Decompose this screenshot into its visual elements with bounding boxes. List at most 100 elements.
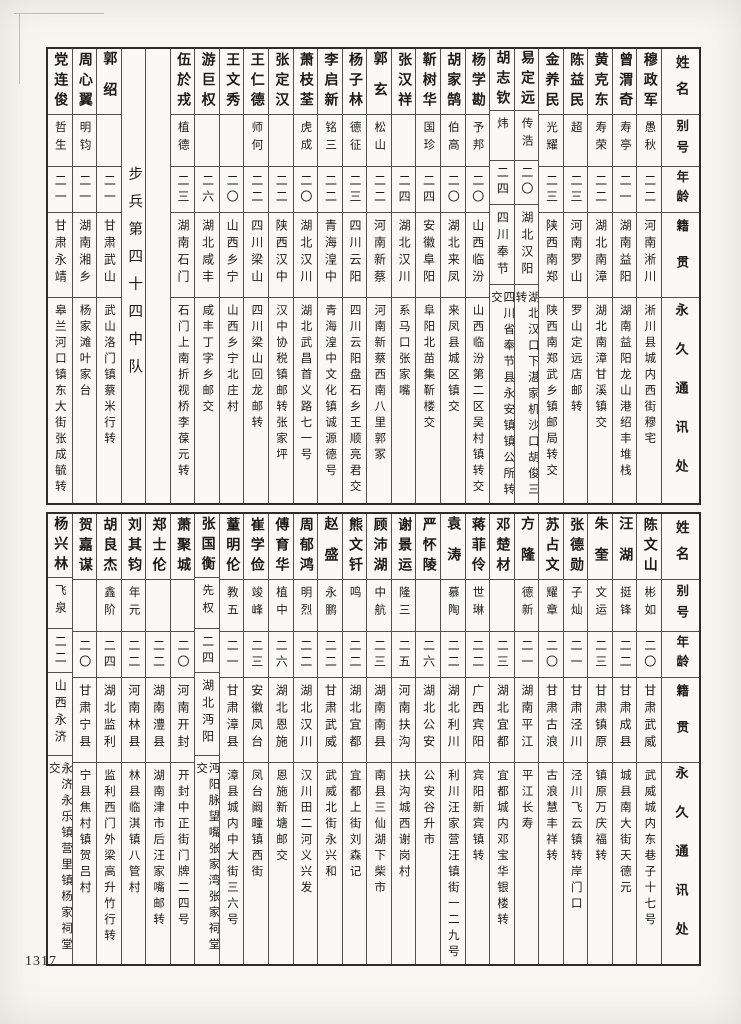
address-text: 汉川田二河义兴发 (299, 769, 312, 897)
origin-text: 四川奉节 (495, 210, 510, 279)
name-cell: 黄克东 (588, 49, 612, 115)
name-cell: 胡志钦 (490, 49, 514, 112)
age-cell: 二二 (342, 632, 367, 678)
address-text: 四川云阳盘石乡王顺亮君交 (348, 304, 361, 496)
age-text: 二四 (200, 634, 215, 667)
address-cell: 罗山定远店邮转 (564, 298, 588, 503)
address-cell: 武山洛门镇蔡米行转 (97, 298, 121, 503)
name-text: 胡家鹄 (445, 51, 461, 112)
origin-text: 甘肃宁县 (77, 684, 92, 752)
name-cell: 郭玄 (367, 49, 391, 115)
age-text: 二六 (421, 638, 436, 671)
header-address-cell: 永久通讯处 (662, 298, 699, 503)
address-text: 石门上南折视桥李葆元转 (176, 304, 189, 480)
origin-cell: 陕西南郑 (539, 213, 563, 298)
address-cell: 湖北汉口下湛家机沙口胡俊三转 (515, 285, 539, 503)
name-cell: 傅育华 (269, 514, 293, 580)
name-cell: 张国衡 (195, 514, 219, 579)
spacer-column (145, 49, 170, 503)
alias-text: 光耀 (545, 121, 558, 156)
origin-text: 陕西汉中 (274, 219, 289, 287)
origin-text: 湖北沔阳 (200, 679, 215, 748)
address-text: 宾阳新宾镇转 (471, 769, 484, 865)
name-cell: 伍於戎 (170, 49, 195, 115)
age-text: 二四 (102, 638, 117, 671)
origin-cell: 湖北监利 (97, 678, 121, 763)
name-cell: 周心翼 (72, 49, 97, 115)
address-text: 四川梁山回龙邮转 (250, 304, 263, 432)
name-cell: 汪湖 (612, 514, 637, 580)
roster-table-top: 姓名 别号 年龄 籍贯 永久通讯处 穆政军 愚秋 二二 河南淅川 淅川县城内西街穆宅 曾渭… (46, 47, 701, 505)
origin-text: 四川云阳 (347, 219, 362, 287)
alias-text: 慕陶 (446, 586, 459, 621)
address-cell: 公安谷升市 (416, 763, 440, 964)
address-cell: 青海湟中文化镇诚源德号 (318, 298, 342, 503)
age-cell: 二二 (244, 167, 268, 213)
person-column: 萧枝荃 虎成 二〇 湖北汉川 湖北武昌首义路七一号 (292, 49, 318, 503)
name-text: 汪湖 (617, 515, 633, 578)
age-text: 二〇 (446, 173, 461, 206)
origin-text: 湖南澧县 (151, 684, 166, 752)
alias-text: 文运 (594, 586, 607, 621)
address-cell: 宁县焦村镇贺吕村 (73, 763, 97, 964)
address-text: 湖南益阳龙山港绍丰堆栈 (618, 304, 631, 480)
alias-cell: 明钧 (72, 115, 97, 167)
person-column: 郭绍 二一 甘肃武山 武山洛门镇蔡米行转 (96, 49, 121, 503)
origin-cell: 青海湟中 (318, 213, 342, 298)
alias-text: 先权 (201, 584, 214, 620)
origin-cell: 湖南益阳 (612, 213, 637, 298)
alias-text: 师何 (250, 121, 263, 156)
origin-text: 湖北利川 (446, 684, 461, 752)
header-origin-cell: 籍贯 (662, 213, 699, 298)
age-text: 二〇 (176, 638, 190, 671)
name-cell: 易定远 (514, 49, 539, 112)
header-address-cell: 永久通讯处 (662, 763, 699, 964)
age-text: 二二 (126, 638, 141, 671)
age-cell: 二〇 (514, 161, 539, 205)
name-cell: 党连俊 (47, 49, 72, 115)
person-column: 萧聚城 二〇 河南开封 开封中正街门牌二四号 (169, 514, 195, 964)
alias-cell: 予邦 (465, 115, 490, 167)
origin-text: 河南新蔡 (372, 219, 387, 287)
age-cell: 二五 (391, 632, 416, 678)
alias-cell (72, 580, 97, 632)
header-age-cell: 年龄 (662, 632, 699, 678)
name-text: 张德勋 (568, 516, 584, 577)
name-text: 王仁德 (248, 51, 264, 112)
age-text: 二〇 (298, 173, 313, 206)
origin-text: 甘肃武山 (102, 219, 117, 287)
origin-text: 湖北来凤 (446, 219, 461, 287)
age-cell: 二四 (391, 167, 416, 213)
header-column: 姓名 别号 年龄 籍贯 永久通讯处 (661, 49, 699, 503)
name-text: 黄克东 (592, 51, 608, 112)
age-cell: 二〇 (170, 632, 195, 678)
origin-cell: 甘肃宁县 (72, 678, 97, 763)
age-text: 二五 (397, 638, 412, 671)
unit-label-column: 步兵第四十四中队 (120, 49, 146, 503)
origin-cell: 湖北汉川 (391, 213, 416, 298)
age-cell: 二〇 (539, 632, 563, 678)
age-text: 二三 (569, 173, 583, 206)
address-text: 恩施新塘邮交 (274, 769, 287, 865)
alias-text: 国珍 (422, 121, 435, 156)
name-cell: 顾沛湖 (367, 514, 391, 580)
origin-text: 湖北宜都 (495, 684, 510, 752)
header-column: 姓名 别号 年龄 籍贯 永久通讯处 (661, 514, 699, 964)
address-text: 宜都城内邓宝华银楼转 (496, 769, 509, 929)
age-text: 二二 (593, 173, 608, 206)
name-text: 杨子林 (347, 51, 363, 112)
age-cell: 二三 (490, 632, 514, 678)
person-column: 蒋菲伶 世琳 二二 广西宾阳 宾阳新宾镇转 (464, 514, 490, 964)
address-text: 镇原万庆福转 (594, 769, 607, 865)
age-text: 二三 (544, 173, 559, 206)
alias-cell: 传浩 (514, 111, 539, 161)
age-text: 二二 (249, 173, 264, 206)
name-cell: 崔学俭 (244, 514, 268, 580)
name-text: 穆政军 (641, 51, 657, 112)
age-text: 二一 (618, 173, 633, 206)
person-column: 周郁鸿 明烈 二二 湖北汉川 汉川田二河义兴发 (292, 514, 318, 964)
alias-text: 子灿 (569, 586, 582, 621)
address-text: 泾川飞云镇转岸门口 (569, 769, 582, 913)
name-text: 顾沛湖 (371, 516, 387, 577)
age-cell: 二二 (293, 632, 318, 678)
